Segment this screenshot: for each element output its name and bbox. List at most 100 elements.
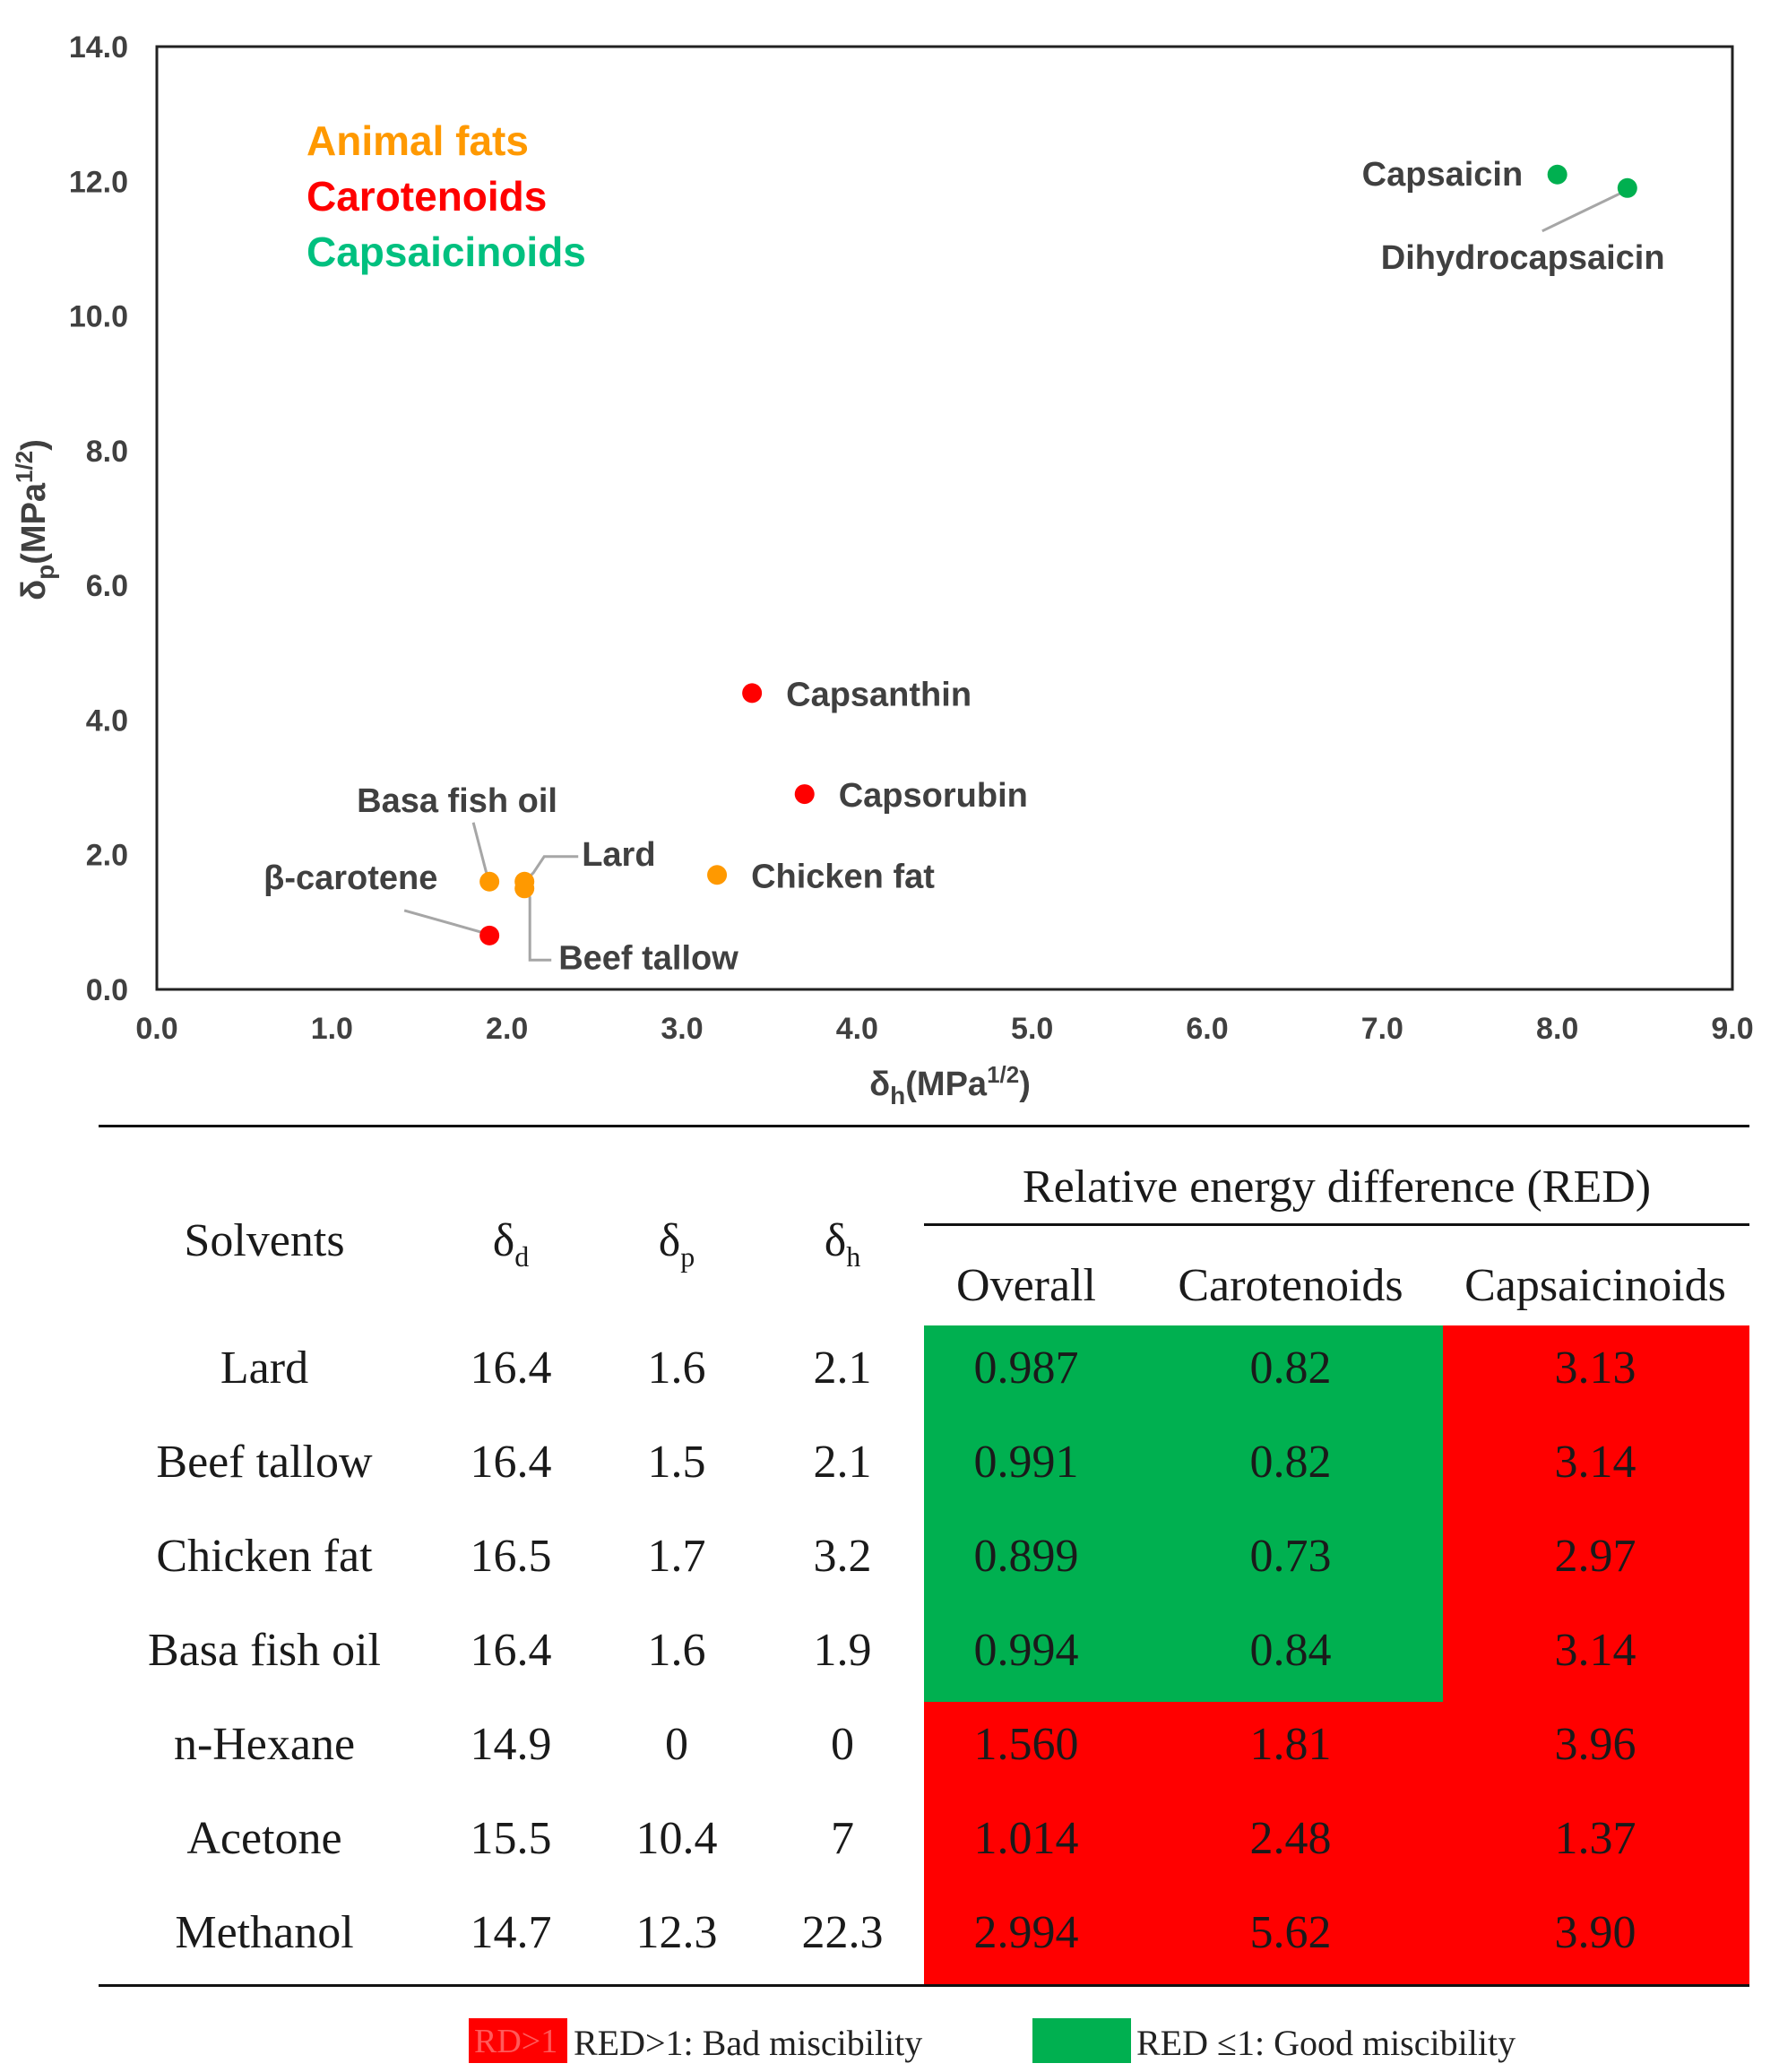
red-cell-bg [924, 1514, 1127, 1609]
x-tick-label: 2.0 [486, 1012, 528, 1046]
table-cell-h: 0 [831, 1719, 854, 1770]
table-cell-solvent: Chicken fat [156, 1531, 373, 1582]
table-cell-capsaicinoids: 1.37 [1554, 1813, 1637, 1864]
table-cell-overall: 0.987 [973, 1342, 1079, 1394]
x-tick-label: 5.0 [1011, 1012, 1053, 1046]
table-cell-d: 16.4 [470, 1342, 552, 1394]
table-cell-carotenoids: 1.81 [1249, 1719, 1332, 1770]
table-cell-h: 7 [831, 1813, 854, 1864]
delta-p-header: δp [658, 1215, 695, 1273]
bad-miscibility-swatch: RD>1 [469, 2018, 567, 2063]
table-cell-d: 14.7 [470, 1907, 552, 1958]
red-cell-bg [1127, 1514, 1443, 1609]
red-cell-bg [1443, 1890, 1749, 1985]
table-cell-capsaicinoids: 3.14 [1554, 1625, 1637, 1676]
table-bottom-rule [99, 1984, 1749, 1987]
table-cell-carotenoids: 2.48 [1249, 1813, 1332, 1864]
red-cell-bg [1127, 1890, 1443, 1985]
point-label: Capsaicin [1362, 156, 1524, 194]
miscibility-legend: RD>1 RED>1: Bad miscibility RED ≤1: Good… [0, 2007, 1779, 2070]
red-cell-bg [1443, 1514, 1749, 1609]
table-cell-d: 16.4 [470, 1437, 552, 1488]
axis-ticks: 0.0 1.0 2.0 3.0 4.0 5.0 6.0 7.0 8.0 9.0 0.0 2.0 4.0 6… [69, 30, 1754, 1046]
red-cell-bg [924, 1890, 1127, 1985]
point-label: Lard [582, 836, 655, 874]
table-cell-p: 1.7 [647, 1531, 706, 1582]
y-tick-label: 8.0 [86, 435, 128, 469]
delta-h-header: δh [824, 1215, 861, 1273]
table-cell-capsaicinoids: 3.14 [1554, 1437, 1637, 1488]
x-tick-label: 1.0 [311, 1012, 353, 1046]
capsaicinoids-header: Capsaicinoids [1464, 1260, 1726, 1311]
red-cell-bg [924, 1325, 1127, 1420]
y-tick-label: 10.0 [69, 300, 128, 334]
table-cell-p: 12.3 [635, 1907, 718, 1958]
table-cell-overall: 1.014 [973, 1813, 1079, 1864]
data-point [1547, 164, 1567, 185]
x-tick-label: 4.0 [836, 1012, 878, 1046]
leader-line [1542, 186, 1628, 233]
x-tick-label: 6.0 [1186, 1012, 1228, 1046]
group-header-rule [924, 1223, 1749, 1226]
legend-capsaicinoids: Capsaicinoids [307, 229, 586, 275]
table-cell-solvent: Beef tallow [156, 1437, 373, 1488]
overall-header: Overall [956, 1260, 1096, 1311]
table-cell-carotenoids: 0.73 [1249, 1531, 1332, 1582]
data-point [479, 871, 500, 892]
point-label: Chicken fat [751, 858, 935, 895]
table-cell-solvent: Methanol [175, 1907, 354, 1958]
legend-carotenoids: Carotenoids [307, 173, 547, 220]
table-cell-p: 1.6 [647, 1625, 706, 1676]
table-cell-d: 14.9 [470, 1719, 552, 1770]
table-cell-overall: 2.994 [973, 1907, 1079, 1958]
red-cell-bg [924, 1420, 1127, 1515]
table-cell-capsaicinoids: 3.13 [1554, 1342, 1637, 1394]
table-top-rule [99, 1125, 1749, 1127]
red-group-header: Relative energy difference (RED) [1022, 1161, 1652, 1213]
y-tick-label: 6.0 [86, 569, 128, 603]
red-cell-bg [1443, 1608, 1749, 1703]
table-cell-overall: 0.994 [973, 1625, 1079, 1676]
data-point [479, 925, 500, 945]
table-cell-solvent: Lard [220, 1342, 309, 1394]
table-cell-h: 2.1 [813, 1437, 872, 1488]
leader-line [522, 887, 552, 962]
x-tick-label: 0.0 [135, 1012, 177, 1046]
red-cell-bg [1443, 1420, 1749, 1515]
y-tick-label: 14.0 [69, 30, 128, 65]
bad-miscibility-label: RED>1: Bad miscibility [574, 2023, 923, 2063]
x-tick-label: 7.0 [1361, 1012, 1403, 1046]
plot-border [155, 45, 1734, 991]
table-cell-d: 16.4 [470, 1625, 552, 1676]
carotenoids-header: Carotenoids [1178, 1260, 1403, 1311]
plot-frame [155, 45, 1734, 991]
table-cell-d: 16.5 [470, 1531, 552, 1582]
data-point [742, 683, 763, 704]
table-cell-p: 0 [665, 1719, 688, 1770]
table-cell-p: 1.6 [647, 1342, 706, 1394]
legend-animal-fats: Animal fats [307, 117, 529, 164]
point-label: Capsorubin [839, 777, 1028, 815]
y-tick-label: 12.0 [69, 165, 128, 199]
red-cell-bg [1443, 1702, 1749, 1797]
chart-legend: Animal fats Carotenoids Capsaicinoids [307, 117, 586, 275]
point-label: Capsanthin [786, 676, 972, 713]
leader-line [403, 909, 490, 937]
x-tick-label: 9.0 [1711, 1012, 1753, 1046]
red-cell-bg [1127, 1420, 1443, 1515]
x-tick-label: 8.0 [1536, 1012, 1578, 1046]
table-cell-solvent: Basa fish oil [148, 1625, 381, 1676]
table-cell-p: 10.4 [635, 1813, 718, 1864]
data-point [1617, 177, 1637, 198]
red-cell-bg [924, 1702, 1127, 1797]
good-miscibility-label: RED ≤1: Good miscibility [1136, 2023, 1516, 2063]
data-point [707, 865, 728, 885]
red-cell-bg [924, 1796, 1127, 1891]
table-cell-capsaicinoids: 3.96 [1554, 1719, 1637, 1770]
good-miscibility-swatch [1032, 2018, 1131, 2063]
y-tick-label: 4.0 [86, 704, 128, 738]
table-cell-d: 15.5 [470, 1813, 552, 1864]
table-cell-h: 22.3 [801, 1907, 884, 1958]
table-cell-overall: 0.991 [973, 1437, 1079, 1488]
point-label: β-carotene [263, 859, 437, 897]
